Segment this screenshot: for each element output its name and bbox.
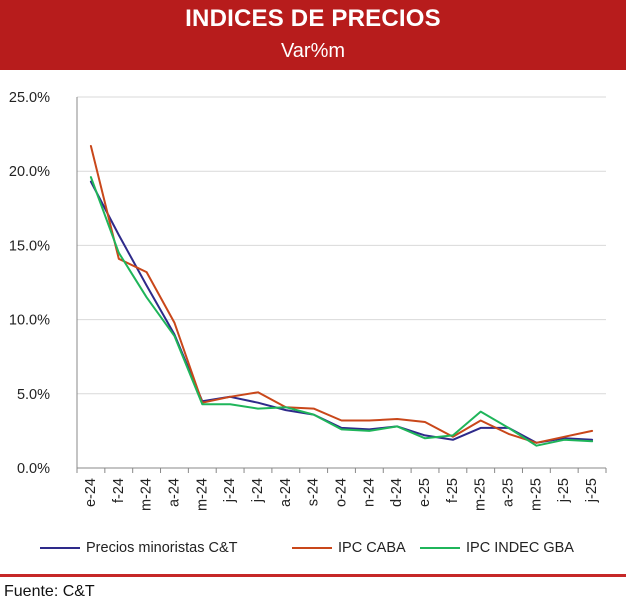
x-tick-label: j-25 (556, 478, 572, 503)
legend-item-ipc-indec-gba: IPC INDEC GBA (420, 538, 574, 558)
chart-legend: Precios minoristas C&T IPC CABA IPC INDE… (0, 538, 626, 558)
y-tick-label: 15.0% (9, 238, 50, 254)
y-tick-label: 0.0% (17, 461, 50, 477)
x-tick-label: e-24 (83, 478, 99, 507)
source-note: Fuente: C&T (4, 583, 95, 600)
series-line-0 (89, 180, 594, 444)
x-tick-label: a-25 (501, 478, 517, 507)
chart-title: INDICES DE PRECIOS (185, 5, 441, 32)
footer-divider (0, 574, 626, 577)
x-tick-label: m-24 (194, 478, 210, 511)
x-tick-label: d-24 (389, 478, 405, 507)
x-tick-label: j-24 (250, 478, 266, 503)
legend-label-precios-minoristas: Precios minoristas C&T (86, 540, 238, 556)
y-tick-label: 10.0% (9, 313, 50, 329)
x-tick-label: a-24 (166, 478, 182, 507)
legend-label-ipc-indec-gba: IPC INDEC GBA (466, 540, 574, 556)
line-chart: 0.0% 5.0% 10.0% 15.0% 20.0% 25.0% e-24 f-24 m-24… (9, 90, 607, 511)
x-tick-label: f-24 (111, 478, 127, 503)
legend-item-precios-minoristas: Precios minoristas C&T (40, 538, 237, 558)
x-tick-label: a-24 (278, 478, 294, 507)
y-tick-label: 20.0% (9, 164, 50, 180)
y-tick-label: 5.0% (17, 387, 50, 403)
x-tick-label: f-25 (445, 478, 461, 503)
legend-label-ipc-caba: IPC CABA (338, 540, 406, 556)
chart-header: INDICES DE PRECIOS Var%m (0, 0, 626, 70)
x-tick-label: s-24 (306, 478, 322, 506)
x-tick-label: e-25 (417, 478, 433, 507)
series-line-1 (89, 145, 594, 444)
x-tick-label: j-25 (584, 478, 600, 503)
x-tick-label: n-24 (361, 478, 377, 507)
series-line-2 (89, 176, 594, 447)
legend-swatch-ipc-indec-gba (420, 547, 460, 549)
x-tick-label: m-24 (139, 478, 155, 511)
x-tick-label: o-24 (334, 478, 350, 507)
x-tick-label: m-25 (473, 478, 489, 511)
chart-subtitle: Var%m (280, 40, 346, 62)
x-tick-label: m-25 (528, 478, 544, 511)
legend-swatch-ipc-caba (292, 547, 332, 549)
legend-item-ipc-caba: IPC CABA (292, 538, 406, 558)
x-tick-label: j-24 (222, 478, 238, 503)
y-tick-label: 25.0% (9, 90, 50, 106)
legend-swatch-precios-minoristas (40, 547, 80, 549)
